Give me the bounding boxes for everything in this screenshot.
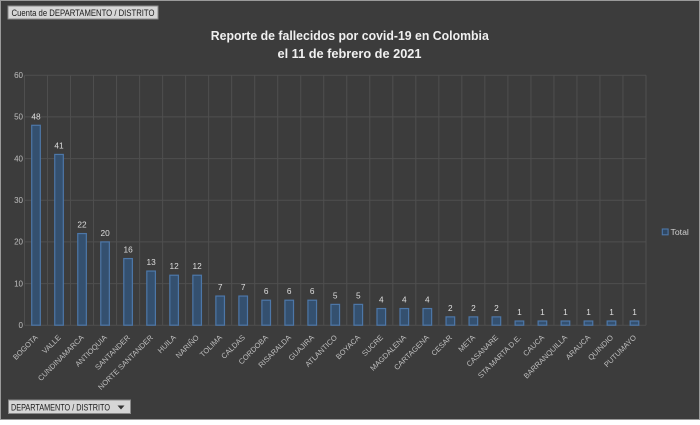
svg-text:40: 40 [14, 154, 23, 163]
svg-text:Total: Total [671, 227, 689, 237]
svg-text:5: 5 [333, 290, 338, 300]
svg-text:6: 6 [310, 286, 315, 296]
svg-text:2: 2 [471, 303, 476, 313]
svg-text:1: 1 [609, 307, 614, 317]
svg-text:4: 4 [425, 295, 430, 305]
svg-text:4: 4 [379, 295, 384, 305]
svg-text:50: 50 [14, 113, 23, 122]
svg-text:1: 1 [632, 307, 637, 317]
svg-text:22: 22 [77, 220, 87, 230]
svg-text:5: 5 [356, 290, 361, 300]
svg-text:60: 60 [14, 71, 23, 80]
svg-text:7: 7 [241, 282, 246, 292]
svg-text:16: 16 [123, 245, 133, 255]
svg-text:30: 30 [14, 196, 23, 205]
svg-text:10: 10 [14, 279, 23, 288]
svg-text:41: 41 [54, 140, 64, 150]
svg-text:DEPARTAMENTO / DISTRITO: DEPARTAMENTO / DISTRITO [11, 402, 110, 413]
svg-text:Reporte de fallecidos por covi: Reporte de fallecidos por covid-19 en Co… [211, 29, 490, 43]
svg-text:6: 6 [264, 286, 269, 296]
svg-text:el 11 de febrero de 2021: el 11 de febrero de 2021 [278, 47, 422, 61]
svg-text:1: 1 [517, 307, 522, 317]
svg-text:20: 20 [100, 228, 110, 238]
svg-text:2: 2 [448, 303, 453, 313]
svg-text:0: 0 [19, 321, 24, 330]
svg-text:20: 20 [14, 238, 23, 247]
svg-text:13: 13 [146, 257, 156, 267]
svg-text:4: 4 [402, 295, 407, 305]
svg-text:12: 12 [169, 261, 179, 271]
svg-text:2: 2 [494, 303, 499, 313]
svg-text:Cuenta de DEPARTAMENTO / DISTR: Cuenta de DEPARTAMENTO / DISTRITO [12, 8, 155, 19]
svg-text:1: 1 [586, 307, 591, 317]
svg-text:1: 1 [540, 307, 545, 317]
svg-text:6: 6 [287, 286, 292, 296]
svg-text:12: 12 [192, 261, 202, 271]
svg-text:48: 48 [31, 111, 41, 121]
svg-text:7: 7 [218, 282, 223, 292]
svg-text:1: 1 [563, 307, 568, 317]
